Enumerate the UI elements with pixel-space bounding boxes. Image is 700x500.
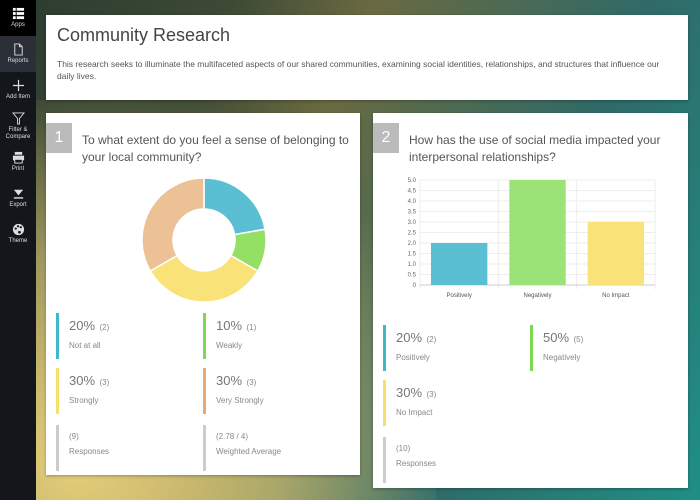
sidebar-item-reports[interactable]: Reports (0, 36, 36, 72)
y-tick-label: 1.0 (408, 262, 417, 268)
sidebar-item-theme[interactable]: Theme (0, 216, 36, 252)
filter-icon (11, 111, 25, 125)
sidebar-item-label: Theme (8, 238, 28, 244)
stat-not-at-all: 20% (2) Not at all (56, 313, 186, 359)
plus-icon (12, 79, 24, 92)
sidebar-item-label: Apps (11, 22, 25, 28)
stat-label: Responses (396, 459, 437, 468)
sidebar-item-label: Print (11, 166, 25, 172)
sidebar-item-label: Reports (7, 58, 29, 64)
stat-percent: 20% (69, 318, 96, 333)
stat-very-strongly: 30% (3) Very Strongly (203, 368, 333, 414)
stat-percent: 30% (69, 373, 96, 388)
stat-percent: 30% (396, 385, 423, 400)
stat-count: (2) (99, 323, 110, 332)
sidebar-item-label: Export (9, 202, 27, 208)
document-icon (13, 43, 23, 56)
sidebar-item-add-item[interactable]: Add Item (0, 72, 36, 108)
y-tick-label: 3.5 (408, 210, 417, 216)
y-tick-label: 0 (413, 283, 417, 289)
question-card-2: 2 How has the use of social media impact… (373, 113, 688, 488)
stat-percent: 30% (216, 373, 243, 388)
sidebar-item-export[interactable]: Export (0, 180, 36, 216)
stat-strongly: 30% (3) Strongly (56, 368, 186, 414)
page-description: This research seeks to illuminate the mu… (57, 59, 660, 81)
y-tick-label: 5.0 (408, 178, 417, 184)
donut-slice-strongly[interactable] (149, 254, 259, 303)
stat-label: Weakly (216, 341, 243, 350)
y-tick-label: 2.0 (408, 241, 417, 247)
stat-label: Weighted Average (216, 447, 282, 456)
bar-negatively[interactable] (509, 180, 566, 285)
stat-label: Strongly (69, 396, 99, 405)
x-tick-label: Positively (446, 293, 471, 299)
y-tick-label: 2.5 (408, 231, 417, 237)
stat-label: Not at all (69, 341, 101, 350)
stat-count: (1) (246, 323, 257, 332)
y-tick-label: 4.5 (408, 189, 417, 195)
page-title: Community Research (57, 25, 231, 45)
donut-slice-very-strongly[interactable] (141, 177, 205, 273)
stat-value: (9) (69, 432, 79, 441)
stat-no-impact: 30% (3) No Impact (383, 380, 513, 426)
question-card-1: 1 To what extent do you feel a sense of … (46, 113, 360, 475)
list-icon (12, 7, 24, 20)
bar-chart: 0 0.5 1.0 1.5 2.0 2.5 3.0 3.5 4.0 4.5 5.0 Positivel… (408, 178, 656, 299)
x-tick-label: No Impact (602, 293, 630, 299)
question-number: 1 (46, 123, 72, 153)
stat-weakly: 10% (1) Weakly (203, 313, 333, 359)
y-tick-label: 4.0 (408, 199, 417, 205)
stat-count: (3) (99, 378, 110, 387)
stat-responses: (9) Responses (56, 425, 186, 471)
download-icon (13, 189, 23, 199)
stat-percent: 20% (396, 330, 423, 345)
palette-icon (12, 223, 24, 236)
stat-percent: 10% (216, 318, 243, 333)
stat-weighted-average: (2.78 / 4) Weighted Average (203, 425, 333, 471)
stat-value: (2.78 / 4) (216, 432, 249, 441)
sidebar-item-label: Filter & Compare (5, 126, 31, 140)
bar-no-impact[interactable] (587, 222, 645, 285)
report-header: Community Research This research seeks t… (46, 15, 688, 100)
stat-count: (2) (426, 335, 437, 344)
stat-label: Negatively (543, 353, 581, 362)
stat-negatively: 50% (5) Negatively (530, 325, 660, 371)
stat-count: (3) (426, 390, 437, 399)
stat-label: Responses (69, 447, 110, 456)
x-tick-label: Negatively (523, 293, 551, 299)
stat-label: Positively (396, 353, 430, 362)
donut-slice-not-at-all[interactable] (203, 177, 266, 236)
y-tick-label: 0.5 (408, 273, 417, 279)
stat-percent: 50% (543, 330, 570, 345)
stat-label: Very Strongly (216, 396, 264, 405)
bar-positively[interactable] (430, 243, 488, 285)
stat-count: (3) (246, 378, 257, 387)
sidebar-item-label: Add Item (5, 94, 30, 100)
donut-chart (141, 177, 267, 303)
sidebar-item-print[interactable]: Print (0, 144, 36, 180)
stat-count: (5) (573, 335, 584, 344)
stat-positively: 20% (2) Positively (383, 325, 513, 371)
sidebar-item-filter-compare[interactable]: Filter & Compare (0, 108, 36, 144)
y-tick-label: 3.0 (408, 220, 417, 226)
sidebar-item-apps[interactable]: Apps (0, 0, 36, 36)
stat-responses: (10) Responses (383, 437, 513, 483)
y-tick-label: 1.5 (408, 252, 417, 258)
printer-icon (12, 151, 24, 164)
question-title: To what extent do you feel a sense of be… (82, 133, 349, 164)
stat-value: (10) (396, 444, 411, 453)
stat-label: No Impact (396, 408, 433, 417)
sidebar: Apps Reports Add Item Filter & Compare P… (0, 0, 36, 500)
question-number: 2 (373, 123, 399, 153)
question-title: How has the use of social media impacted… (409, 133, 661, 164)
